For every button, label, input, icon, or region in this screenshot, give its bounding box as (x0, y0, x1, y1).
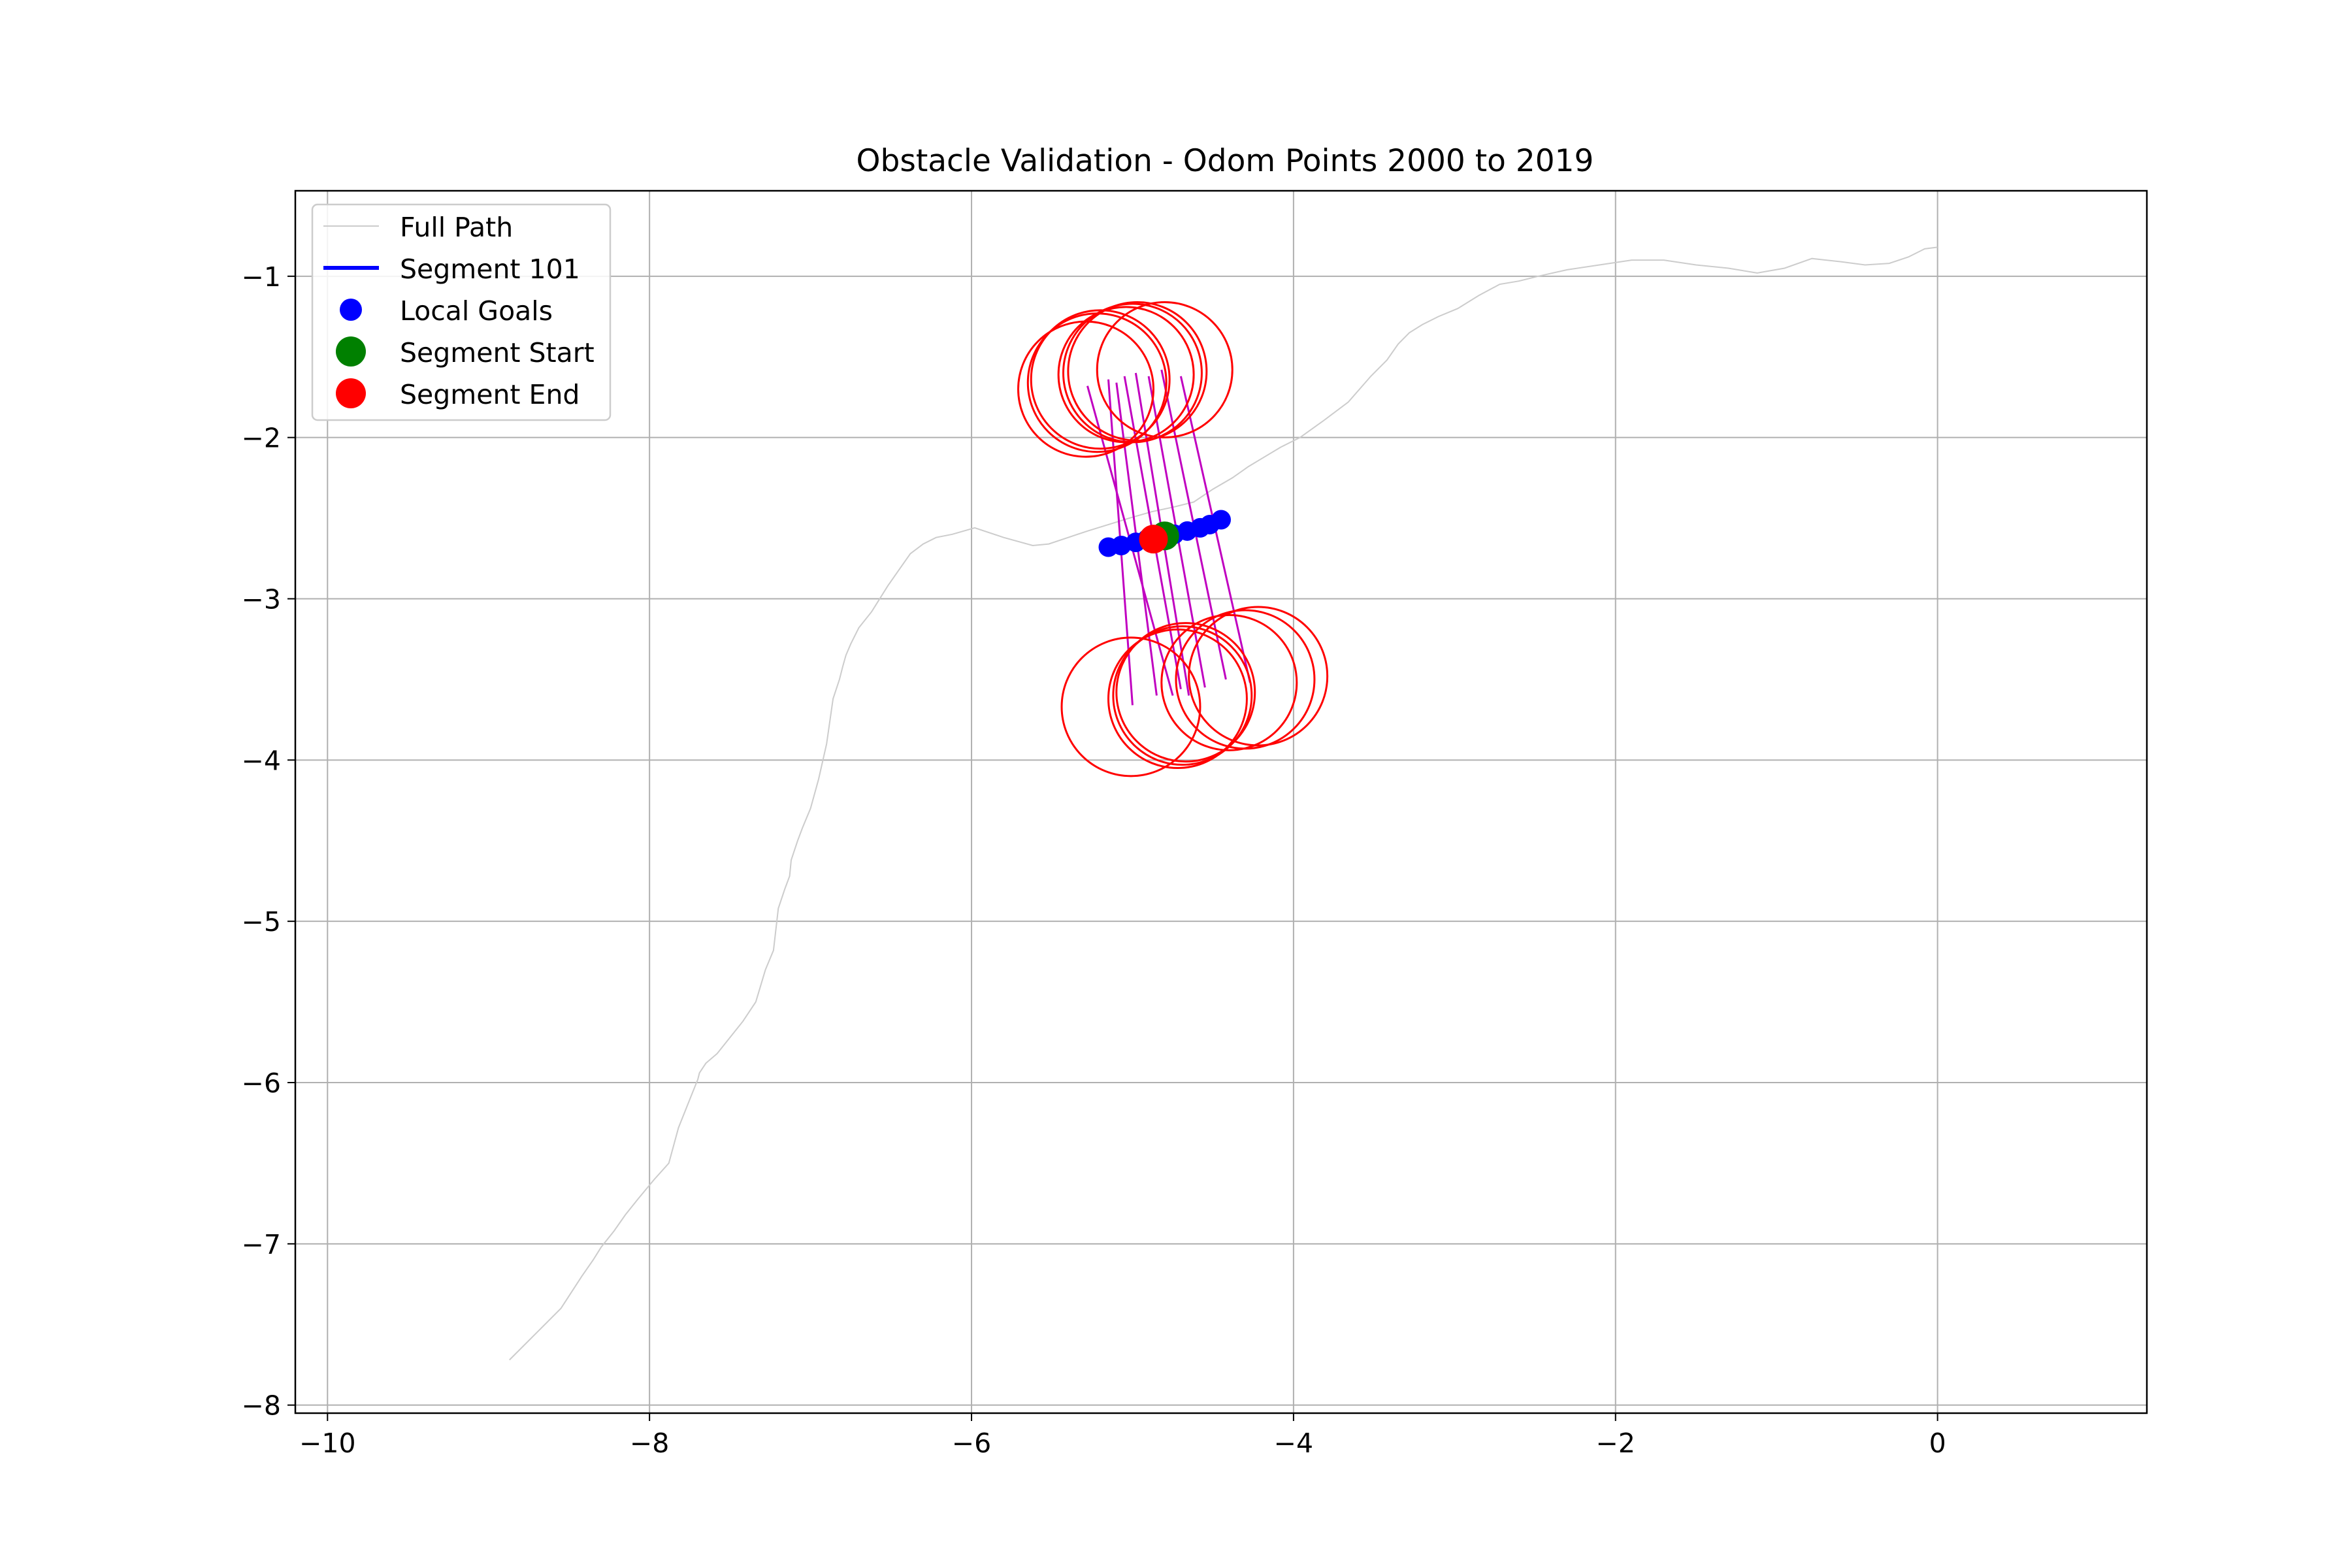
legend-segment-start-swatch (336, 336, 366, 367)
chart-title: Obstacle Validation - Odom Points 2000 t… (857, 143, 1594, 179)
x-axis: −10 −8 −6 −4 −2 0 (299, 1413, 1946, 1459)
obstacle-circle (1160, 613, 1298, 751)
obstacle-circle (1115, 622, 1256, 763)
legend-segment-end-swatch (336, 378, 366, 408)
y-tick-label: −1 (242, 261, 281, 293)
x-tick-label: 0 (1929, 1428, 1946, 1459)
segment-markers-layer (1139, 521, 1179, 554)
legend-label-segment-end: Segment End (400, 379, 580, 410)
x-tick-label: −6 (952, 1428, 991, 1459)
y-axis: −1 −2 −3 −4 −5 −6 −7 −8 (242, 261, 295, 1422)
grid (295, 191, 2147, 1413)
x-tick-label: −4 (1274, 1428, 1313, 1459)
obstacle-circle (1067, 301, 1208, 442)
obstacle-circle (1112, 625, 1253, 766)
obstacle-circle (1030, 309, 1171, 450)
segment-end-point (1139, 525, 1168, 554)
obstacle-circle (1096, 301, 1233, 438)
x-tick-label: −8 (630, 1428, 669, 1459)
plot-frame (294, 189, 2148, 1414)
legend-label-segment: Segment 101 (400, 253, 580, 285)
legend-local-goals-swatch (340, 299, 362, 321)
obstacle-circles-layer (1017, 301, 1329, 777)
y-tick-label: −8 (242, 1390, 281, 1422)
obstacle-circle (1188, 606, 1329, 747)
y-tick-label: −7 (242, 1229, 281, 1260)
obstacle-circle (1175, 609, 1316, 750)
x-tick-label: −2 (1596, 1428, 1635, 1459)
y-tick-label: −5 (242, 906, 281, 938)
obstacle-circle (1107, 629, 1248, 769)
full-path-layer (509, 246, 1938, 1361)
y-tick-label: −4 (242, 745, 281, 776)
legend-box (311, 203, 612, 421)
local-goal-point (1211, 510, 1231, 530)
legend-label-full-path: Full Path (400, 212, 513, 243)
legend-label-local-goals: Local Goals (400, 295, 553, 327)
full-path-line (509, 246, 1938, 1361)
y-tick-label: −3 (242, 583, 281, 615)
obstacle-circle (1060, 636, 1201, 777)
y-tick-label: −6 (242, 1068, 281, 1099)
y-tick-label: −2 (242, 423, 281, 454)
legend-label-segment-start: Segment Start (400, 337, 595, 368)
x-tick-label: −10 (299, 1428, 356, 1459)
obstacle-circle (1062, 302, 1203, 444)
legend: Full Path Segment 101 Local Goals Segmen… (311, 203, 612, 421)
